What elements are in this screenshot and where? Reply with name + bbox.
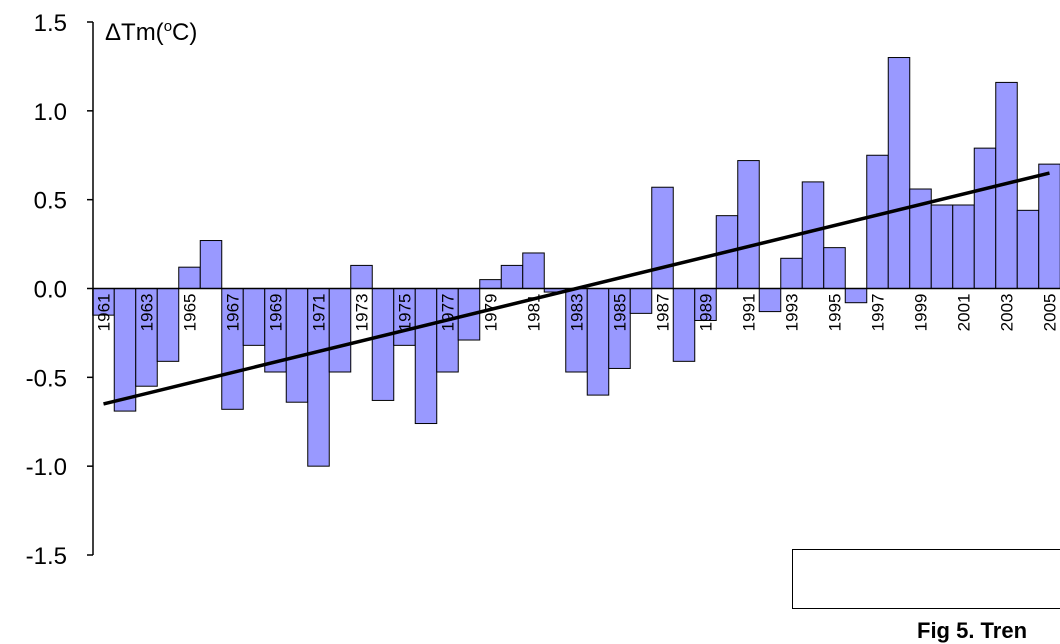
bar-1987: [651, 186, 674, 289]
x-tick-label: 1983: [568, 294, 587, 332]
x-tick-label: 2005: [1041, 294, 1060, 332]
y-axis-label: ΔTm(oC): [105, 18, 197, 46]
x-tick-label: 1965: [181, 294, 200, 332]
bar-2001: [952, 204, 975, 289]
x-tick-label: 1995: [826, 294, 845, 332]
bar-1979: [479, 279, 502, 289]
x-tick-label: 1993: [783, 294, 802, 332]
x-tick-label: 1999: [912, 294, 931, 332]
bar-1995: [823, 247, 846, 289]
bar-1993: [780, 257, 803, 289]
figure-caption-box: Fig 5. Tren: [792, 549, 1060, 643]
bar-1991: [737, 160, 760, 289]
x-tick-label: 1969: [267, 294, 286, 332]
y-tick-label: 0.0: [34, 277, 67, 304]
bar-1986: [629, 288, 653, 314]
y-tick-label: -1.5: [26, 543, 67, 570]
bar-1970: [285, 288, 309, 403]
x-tick-label: 1975: [396, 294, 415, 332]
y-tick-label: 1.5: [34, 10, 67, 37]
x-tick-label: 2003: [998, 294, 1017, 332]
x-tick-label: 1971: [310, 294, 329, 332]
x-tick-label: 1961: [95, 294, 114, 332]
y-tick-label: -1.0: [26, 454, 67, 481]
bar-1972: [328, 288, 352, 373]
bar-2002: [973, 147, 997, 289]
bar-1964: [156, 288, 180, 362]
bar-1966: [199, 240, 223, 289]
x-tick-label: 1979: [482, 294, 501, 332]
bar-1994: [801, 181, 825, 289]
x-tick-label: 2001: [955, 294, 974, 332]
bar-1984: [586, 288, 610, 396]
x-tick-label: 1981: [525, 294, 544, 332]
bar-1974: [371, 288, 395, 401]
bar-1976: [414, 288, 438, 425]
figure-caption: Fig 5. Tren: [917, 618, 1028, 643]
bar-1973: [350, 264, 373, 289]
bar-2004: [1016, 209, 1040, 289]
bar-1965: [178, 266, 201, 289]
x-tick-label: 1977: [439, 294, 458, 332]
bar-1997: [866, 154, 889, 289]
bar-1962: [113, 288, 137, 412]
bar-2000: [930, 204, 954, 289]
bar-2005: [1038, 163, 1060, 290]
y-tick-label: 1.0: [34, 99, 67, 126]
bar-1968: [242, 288, 266, 346]
x-tick-label: 1963: [138, 294, 157, 332]
x-tick-labels: 1961 1963 1965 1967 1969 1971 1973 1975 1977 1979…: [95, 294, 1060, 332]
bar-1992: [758, 288, 782, 313]
y-tick-label: -0.5: [26, 365, 67, 392]
x-tick-label: 1973: [353, 294, 372, 332]
trend-line: [103, 171, 1050, 406]
bar-1996: [844, 288, 868, 304]
bar-series: [92, 57, 1060, 467]
x-tick-label: 1997: [869, 294, 888, 332]
x-tick-label: 1987: [654, 294, 673, 332]
bar-1988: [672, 288, 696, 362]
chart: 1.51.00.50.0-0.5-1.0-1.5 1961 1963 1965 196…: [26, 10, 1060, 570]
bar-1981: [522, 252, 545, 289]
bar-1980: [500, 264, 524, 289]
x-tick-label: 1991: [740, 294, 759, 332]
x-tick-label: 1989: [697, 294, 716, 332]
x-tick-label: 1985: [611, 294, 630, 332]
x-tick-label: 1967: [224, 294, 243, 332]
bar-1998: [887, 57, 911, 289]
y-tick-label: 0.5: [34, 188, 67, 215]
